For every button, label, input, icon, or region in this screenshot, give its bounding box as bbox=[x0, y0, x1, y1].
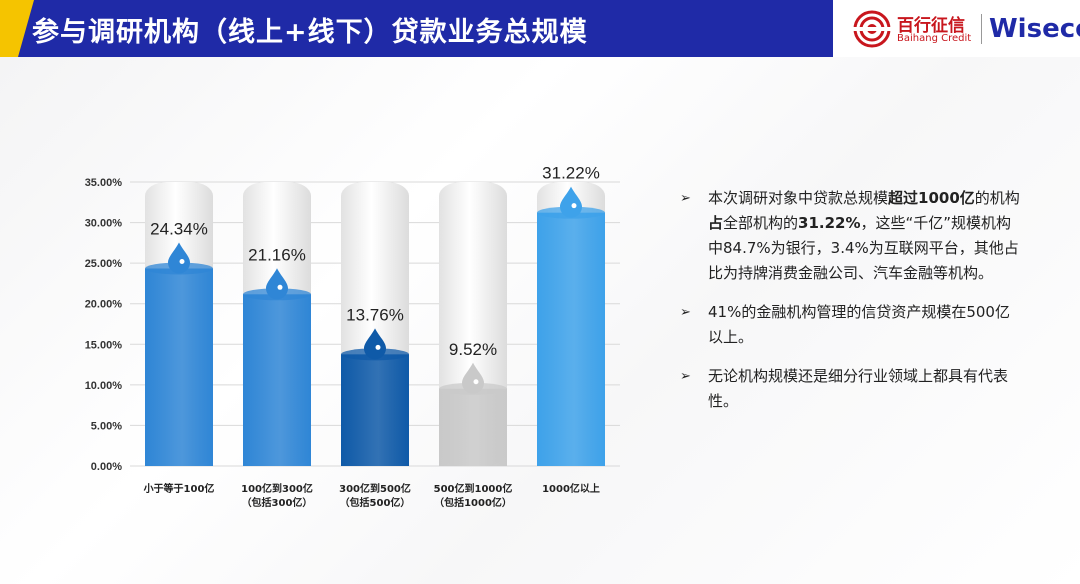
x-tick-label: 100亿到300亿 bbox=[241, 482, 313, 495]
data-label: 24.34% bbox=[150, 219, 208, 238]
arrow-bullet-icon: ➢ bbox=[680, 305, 691, 320]
page-title: 参与调研机构（线上+线下）贷款业务总规模 bbox=[32, 17, 588, 48]
arrow-bullet-icon: ➢ bbox=[680, 191, 691, 206]
company-logo: 百行征信 Baihang Credit Wiseco bbox=[853, 10, 1080, 50]
x-tick-label: 300亿到500亿 bbox=[339, 482, 411, 495]
y-tick-label: 35.00% bbox=[85, 177, 123, 189]
x-tick-label: （包括300亿） bbox=[242, 496, 313, 509]
droplet-highlight bbox=[277, 284, 283, 290]
bullet-text: 无论机构规模还是细分行业领域上都具有代表性。 bbox=[708, 367, 1009, 410]
arrow-bullet-icon: ➢ bbox=[680, 369, 691, 384]
droplet-marker bbox=[266, 268, 288, 300]
x-tick-label: 500亿到1000亿 bbox=[434, 482, 513, 495]
droplet-highlight bbox=[179, 258, 185, 264]
droplet-marker bbox=[168, 242, 190, 274]
data-label: 13.76% bbox=[346, 305, 404, 324]
bullet-item-3: ➢ 无论机构规模还是细分行业领域上都具有代表性。 bbox=[680, 364, 1020, 414]
bullet-text: 本次调研对象中贷款总规模超过1000亿的机构占全部机构的31.22%，这些“千亿… bbox=[708, 189, 1020, 282]
droplet-marker bbox=[560, 186, 582, 218]
bar bbox=[341, 354, 409, 466]
bar bbox=[537, 212, 605, 466]
x-tick-label: （包括1000亿） bbox=[434, 496, 512, 509]
y-tick-label: 20.00% bbox=[85, 299, 123, 311]
loan-scale-chart: 0.00% 5.00% 10.00% 15.00% 20.00% 25.00% 30.00%… bbox=[60, 160, 640, 520]
logo-english-name: Baihang Credit bbox=[897, 33, 972, 44]
logo-chinese-name: 百行征信 bbox=[897, 16, 965, 36]
bullet-text: 41%的金融机构管理的信贷资产规模在500亿以上。 bbox=[708, 303, 1010, 346]
bar bbox=[439, 388, 507, 466]
droplet-marker bbox=[462, 362, 484, 394]
y-tick-label: 25.00% bbox=[85, 258, 123, 270]
x-tick-label: （包括500亿） bbox=[340, 496, 411, 509]
bullet-item-2: ➢ 41%的金融机构管理的信贷资产规模在500亿以上。 bbox=[680, 300, 1020, 350]
bar bbox=[243, 294, 311, 466]
bar-chart-svg: 0.00% 5.00% 10.00% 15.00% 20.00% 25.00% 30.00%… bbox=[85, 164, 620, 509]
y-tick-label: 15.00% bbox=[85, 339, 123, 351]
droplet-highlight bbox=[375, 344, 381, 350]
droplet-marker bbox=[364, 328, 386, 360]
droplet-highlight bbox=[473, 379, 479, 385]
data-label: 21.16% bbox=[248, 245, 306, 264]
header-band bbox=[18, 0, 833, 57]
y-tick-label: 5.00% bbox=[91, 420, 122, 432]
baihang-emblem-icon bbox=[853, 10, 891, 48]
data-label: 9.52% bbox=[449, 340, 497, 359]
bar bbox=[145, 268, 213, 466]
x-tick-label: 小于等于100亿 bbox=[143, 482, 215, 495]
droplet-highlight bbox=[571, 203, 577, 209]
y-tick-label: 0.00% bbox=[91, 461, 122, 473]
x-tick-label: 1000亿以上 bbox=[542, 482, 600, 495]
logo-divider bbox=[981, 14, 982, 44]
y-tick-label: 30.00% bbox=[85, 218, 123, 230]
bullet-list: ➢ 本次调研对象中贷款总规模超过1000亿的机构占全部机构的31.22%，这些“… bbox=[680, 186, 1020, 428]
bullet-item-1: ➢ 本次调研对象中贷款总规模超过1000亿的机构占全部机构的31.22%，这些“… bbox=[680, 186, 1020, 286]
data-label: 31.22% bbox=[542, 164, 600, 183]
y-tick-label: 10.00% bbox=[85, 380, 123, 392]
wiseco-logo: Wiseco bbox=[989, 14, 1080, 44]
header-bar: 参与调研机构（线上+线下）贷款业务总规模 百行征信 Baihang Credit… bbox=[0, 0, 1080, 57]
